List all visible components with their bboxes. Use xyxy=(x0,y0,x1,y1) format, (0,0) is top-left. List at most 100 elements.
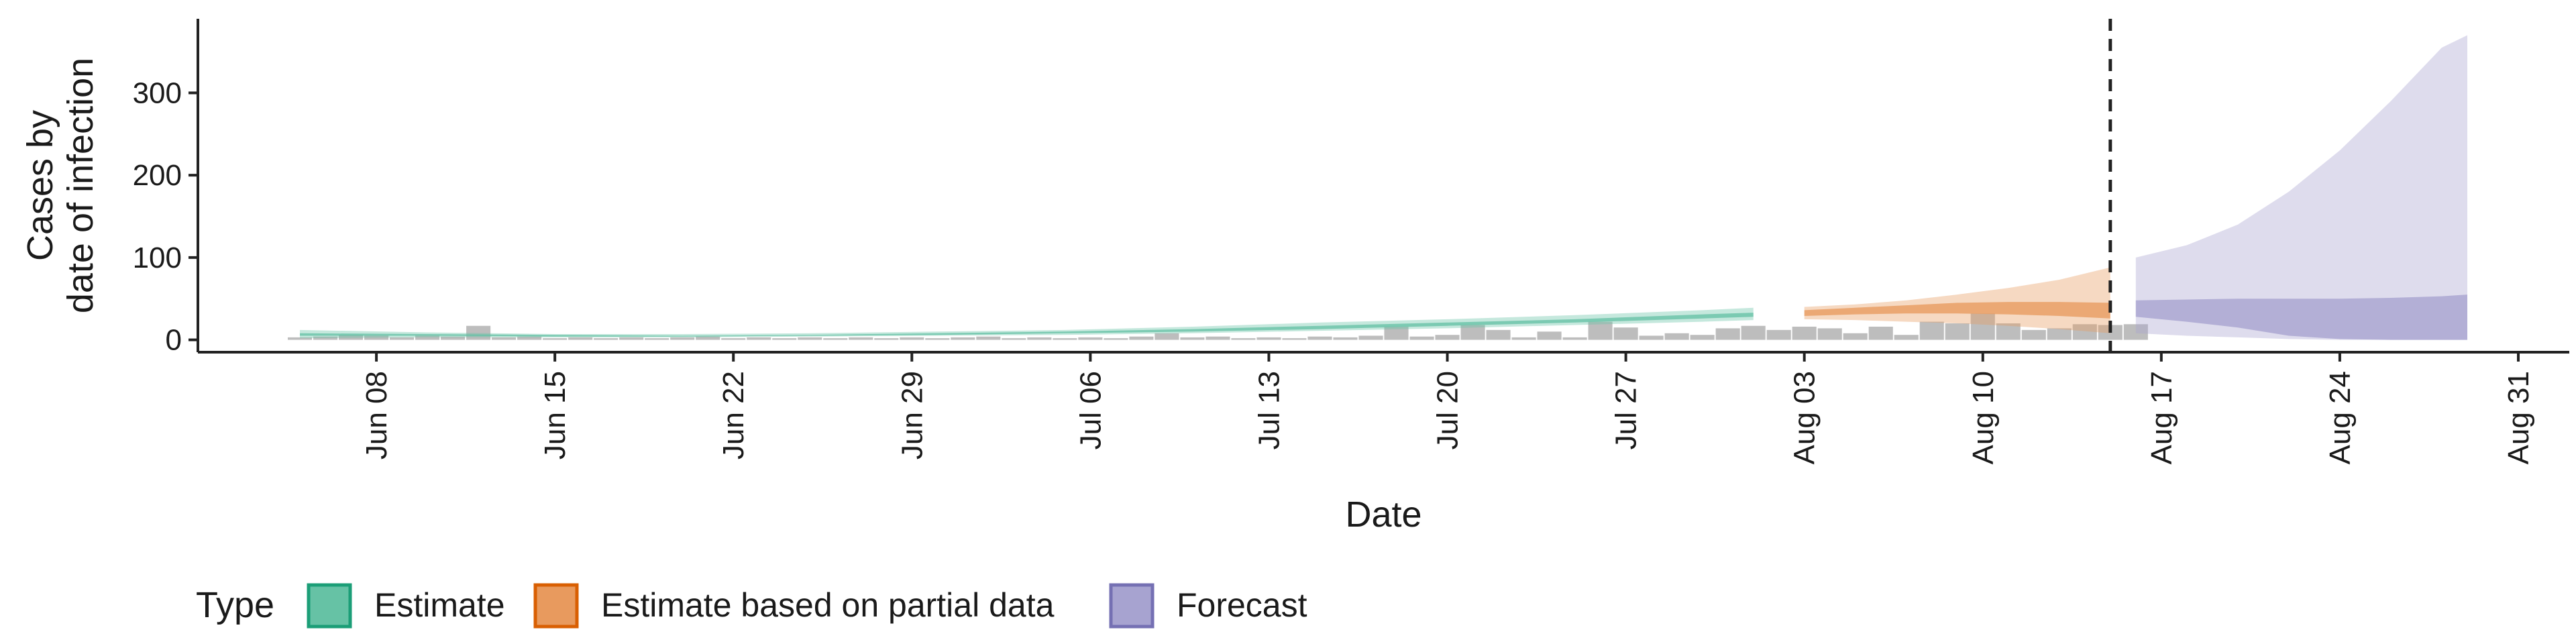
observed-case-bar xyxy=(1231,338,1256,340)
observed-case-bar xyxy=(1511,337,1536,340)
y-tick-label: 300 xyxy=(133,76,182,109)
observed-case-bar xyxy=(313,336,338,340)
observed-case-bar xyxy=(1180,337,1205,340)
observed-case-bar xyxy=(1970,313,1995,340)
observed-case-bar xyxy=(441,336,466,340)
observed-case-bar xyxy=(951,337,975,340)
legend-title: Type xyxy=(196,585,274,625)
observed-case-bar xyxy=(1792,326,1817,340)
observed-case-bar xyxy=(1409,336,1434,340)
estimate-inner-band xyxy=(300,313,1754,337)
observed-case-bar xyxy=(1078,337,1103,340)
y-axis-title-line: Cases by xyxy=(20,110,60,261)
x-tick-label: Jul 06 xyxy=(1074,371,1107,449)
observed-case-bar xyxy=(1460,325,1485,340)
observed-case-bar xyxy=(1256,337,1281,340)
observed-case-bar xyxy=(1843,333,1868,340)
observed-case-bar xyxy=(568,337,593,340)
observed-case-bar xyxy=(364,335,389,340)
y-axis-title-line: date of infection xyxy=(60,58,101,313)
x-tick-label: Aug 03 xyxy=(1788,371,1821,464)
observed-case-bar xyxy=(1715,328,1740,340)
observed-case-bar xyxy=(466,325,491,340)
observed-case-bar xyxy=(390,337,415,340)
x-tick-label: Aug 24 xyxy=(2324,371,2357,464)
legend-label-forecast: Forecast xyxy=(1177,586,1307,624)
legend-swatch-forecast xyxy=(1109,583,1155,629)
observed-case-bar xyxy=(900,337,924,340)
observed-case-bar xyxy=(1562,337,1587,340)
observed-case-bar xyxy=(1384,326,1409,340)
legend: Type Estimate Estimate based on partial da… xyxy=(196,583,1307,629)
legend-swatch-estimate xyxy=(307,583,352,629)
observed-case-bar xyxy=(594,338,619,340)
observed-case-bar xyxy=(1333,337,1358,340)
observed-case-bar xyxy=(1868,326,1893,340)
observed-case-bar xyxy=(1104,338,1128,340)
observed-case-bar xyxy=(2072,324,2097,340)
observed-case-bar xyxy=(670,337,695,340)
observed-case-bar xyxy=(1435,335,1460,340)
x-tick-label: Aug 17 xyxy=(2145,371,2178,464)
observed-case-bar xyxy=(1817,328,1842,340)
observed-case-bar xyxy=(2123,324,2148,340)
x-tick-label: Jul 20 xyxy=(1432,371,1464,449)
observed-case-bar xyxy=(1358,335,1383,340)
observed-case-bar xyxy=(1664,333,1689,340)
observed-case-bar xyxy=(543,338,568,340)
y-tick-label: 0 xyxy=(166,324,182,357)
observed-case-bar xyxy=(1894,335,1919,340)
observed-case-bar xyxy=(1053,338,1077,340)
observed-case-bar xyxy=(1307,336,1332,340)
legend-swatch-estimate-based-on-partial-data xyxy=(533,583,579,629)
observed-case-bar xyxy=(1027,337,1052,340)
x-tick-label: Jul 27 xyxy=(1610,371,1643,449)
estimate-based-on-partial-data-outer-band xyxy=(1804,267,2110,333)
observed-case-bar xyxy=(1945,323,1970,340)
x-tick-label: Jul 13 xyxy=(1252,371,1285,449)
observed-case-bar xyxy=(619,337,644,340)
observed-case-bar xyxy=(721,338,746,340)
observed-case-bar xyxy=(976,336,1001,340)
observed-case-bar xyxy=(517,336,542,340)
observed-case-bar xyxy=(925,338,950,340)
y-tick-label: 200 xyxy=(133,159,182,192)
observed-case-bar xyxy=(415,335,440,340)
x-tick-label: Jun 08 xyxy=(360,371,393,460)
observed-case-bar xyxy=(1690,335,1715,340)
observed-case-bar xyxy=(1588,321,1613,340)
observed-case-bar xyxy=(339,335,364,340)
observed-case-bar xyxy=(1766,329,1791,340)
x-tick-label: Jun 29 xyxy=(896,371,928,460)
observed-case-bar xyxy=(1741,325,1766,340)
x-tick-label: Aug 10 xyxy=(1967,371,2000,464)
observed-case-bar xyxy=(645,338,669,340)
observed-case-bar xyxy=(1537,331,1562,340)
observed-case-bar xyxy=(849,337,873,340)
observed-case-bar xyxy=(1639,335,1664,340)
observed-case-bar xyxy=(823,338,848,340)
legend-label-estimate: Estimate xyxy=(374,586,505,624)
observed-case-bar xyxy=(798,337,822,340)
forecast-outer-band xyxy=(2135,35,2467,340)
observed-case-bar xyxy=(772,338,797,340)
observed-case-bar xyxy=(1155,333,1179,340)
observed-case-bar xyxy=(1002,338,1026,340)
forecast-inner-band xyxy=(2135,294,2467,340)
y-tick-label: 100 xyxy=(133,241,182,274)
observed-case-bar xyxy=(1996,323,2021,340)
observed-case-bar xyxy=(1205,336,1230,340)
observed-case-bar xyxy=(1486,329,1511,340)
estimate-based-on-partial-data-inner-band xyxy=(1804,302,2110,319)
observed-case-bar xyxy=(492,337,517,340)
observed-case-bar xyxy=(874,338,899,340)
observed-case-bar xyxy=(2047,328,2072,340)
observed-case-bar xyxy=(747,337,771,340)
x-axis-title: Date xyxy=(1345,494,1421,535)
x-tick-label: Jun 15 xyxy=(539,371,572,460)
x-tick-label: Jun 22 xyxy=(717,371,750,460)
observed-cases-bars xyxy=(287,313,2148,340)
axes: 0 100 200 300 Jun 08 Jun 15 Jun 22 Jun 29 Jul 06… xyxy=(133,19,2569,464)
observed-case-bar xyxy=(1919,321,1944,340)
